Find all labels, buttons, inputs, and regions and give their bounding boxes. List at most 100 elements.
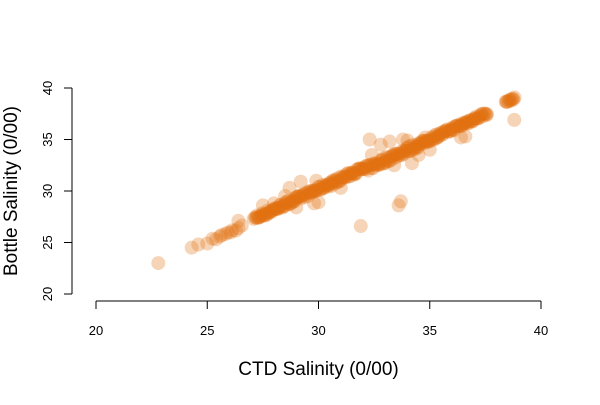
data-point bbox=[459, 114, 474, 129]
data-point bbox=[231, 213, 246, 228]
data-point bbox=[369, 156, 384, 171]
data-point bbox=[378, 156, 393, 171]
data-point bbox=[309, 183, 324, 198]
data-point bbox=[354, 162, 369, 177]
data-point bbox=[455, 118, 470, 133]
data-point bbox=[397, 146, 412, 161]
data-point bbox=[349, 162, 364, 177]
data-point bbox=[191, 237, 206, 252]
data-point bbox=[301, 184, 316, 199]
data-point bbox=[374, 153, 389, 168]
data-point bbox=[455, 116, 470, 131]
x-tick-label: 20 bbox=[89, 323, 103, 338]
data-point bbox=[404, 142, 419, 157]
data-point bbox=[291, 189, 306, 204]
x-axis-title: CTD Salinity (0/00) bbox=[238, 359, 399, 380]
data-point bbox=[501, 94, 516, 109]
data-point bbox=[324, 178, 339, 193]
data-point bbox=[234, 218, 249, 233]
y-tick-label: 40 bbox=[40, 81, 55, 95]
data-point bbox=[385, 148, 400, 163]
data-point bbox=[276, 199, 291, 214]
data-point bbox=[278, 189, 293, 204]
data-point bbox=[317, 180, 332, 195]
data-point bbox=[303, 184, 318, 199]
data-point bbox=[446, 123, 461, 138]
data-point bbox=[387, 147, 402, 162]
data-point bbox=[295, 188, 310, 203]
data-point bbox=[407, 142, 422, 157]
data-point bbox=[205, 231, 220, 246]
data-point bbox=[442, 124, 457, 139]
data-point bbox=[360, 158, 375, 173]
data-point bbox=[293, 191, 308, 206]
data-point bbox=[312, 179, 327, 194]
data-point bbox=[345, 166, 360, 181]
data-point bbox=[255, 206, 270, 221]
data-point bbox=[214, 228, 229, 243]
data-point bbox=[342, 169, 357, 184]
data-point bbox=[392, 145, 407, 160]
data-point bbox=[470, 111, 485, 126]
data-point bbox=[287, 191, 302, 206]
data-point bbox=[200, 236, 215, 251]
y-tick-label: 30 bbox=[40, 184, 55, 198]
data-point bbox=[418, 136, 433, 150]
data-point bbox=[342, 166, 357, 181]
data-point bbox=[410, 140, 425, 155]
data-point bbox=[334, 170, 349, 185]
data-point bbox=[453, 118, 468, 133]
data-point bbox=[372, 157, 387, 172]
data-point bbox=[209, 232, 224, 247]
data-point bbox=[347, 166, 362, 181]
data-point bbox=[448, 119, 463, 134]
x-tick-label: 30 bbox=[311, 323, 325, 338]
data-point bbox=[248, 210, 263, 225]
data-point bbox=[433, 125, 448, 140]
data-point bbox=[320, 178, 335, 193]
data-point bbox=[294, 189, 309, 204]
data-point bbox=[293, 174, 308, 189]
data-point bbox=[363, 158, 378, 173]
data-point bbox=[415, 134, 430, 149]
data-point bbox=[248, 210, 263, 225]
data-point bbox=[220, 225, 235, 240]
data-point bbox=[391, 198, 406, 213]
data-point bbox=[257, 208, 272, 223]
data-point bbox=[337, 170, 352, 185]
data-point bbox=[228, 223, 243, 238]
data-point bbox=[468, 111, 483, 126]
data-point bbox=[333, 173, 348, 188]
data-point bbox=[337, 168, 352, 183]
data-point bbox=[502, 92, 517, 107]
data-point bbox=[453, 130, 468, 145]
data-point bbox=[449, 118, 464, 133]
data-point bbox=[460, 116, 475, 131]
y-tick-label: 35 bbox=[40, 132, 55, 146]
data-point bbox=[356, 162, 371, 176]
data-point bbox=[478, 107, 493, 122]
data-point bbox=[324, 174, 339, 189]
data-point bbox=[404, 143, 419, 158]
data-point bbox=[285, 194, 300, 209]
data-point bbox=[339, 170, 354, 185]
data-point bbox=[347, 167, 362, 182]
data-point bbox=[306, 183, 321, 198]
data-point bbox=[314, 180, 329, 195]
data-point bbox=[282, 180, 297, 195]
data-point bbox=[307, 196, 322, 211]
data-point bbox=[292, 188, 307, 203]
data-point bbox=[452, 117, 467, 132]
data-point bbox=[267, 202, 282, 217]
y-tick-label: 20 bbox=[40, 287, 55, 301]
data-point bbox=[302, 184, 317, 198]
data-point bbox=[413, 136, 428, 151]
data-point bbox=[435, 127, 450, 142]
data-point bbox=[477, 106, 492, 121]
data-point bbox=[424, 133, 439, 148]
data-point bbox=[427, 130, 442, 145]
data-point bbox=[268, 201, 283, 216]
data-point bbox=[271, 201, 286, 216]
data-point bbox=[418, 133, 433, 148]
data-point bbox=[407, 141, 422, 156]
